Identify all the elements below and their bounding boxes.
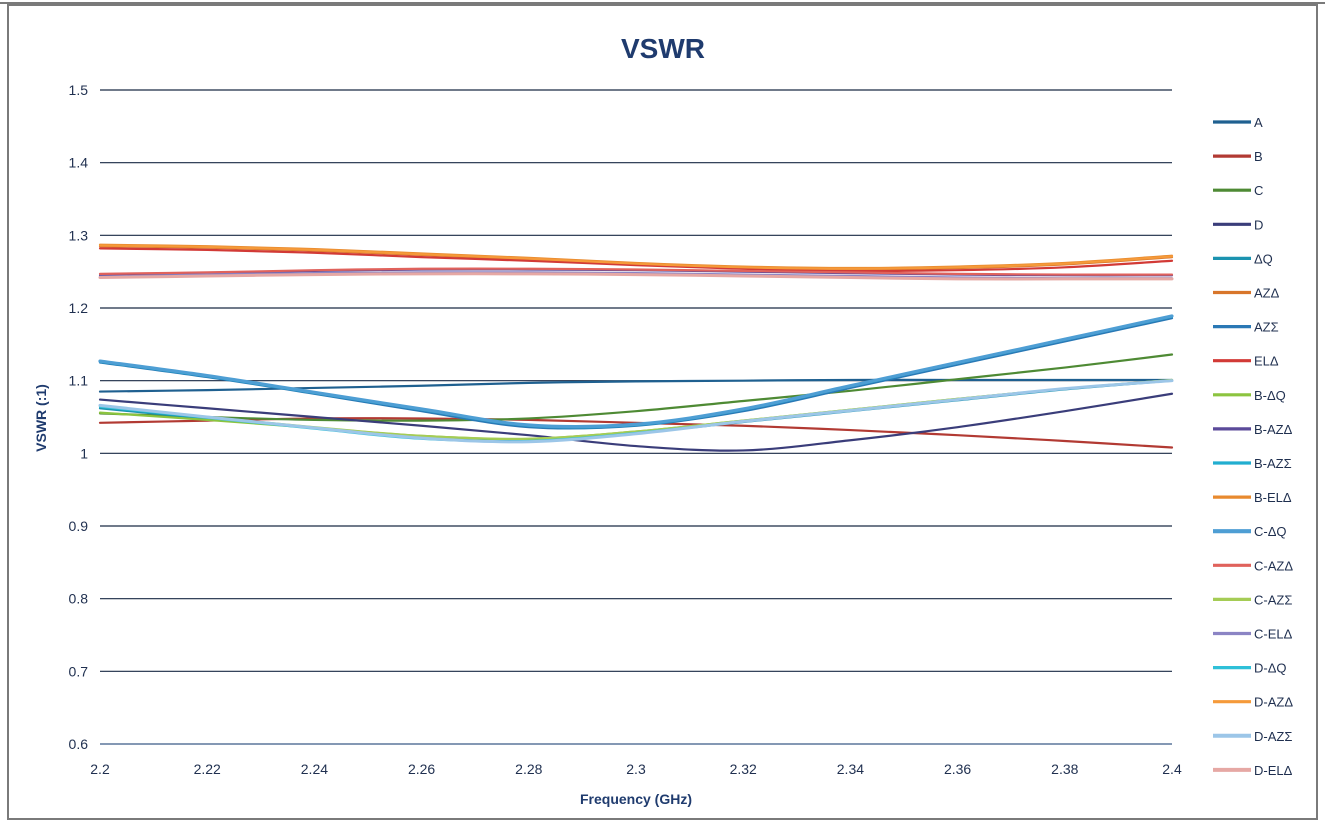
legend-label: D-ELΔ xyxy=(1254,763,1293,778)
legend-label: D xyxy=(1254,217,1263,232)
chart-title: VSWR xyxy=(621,33,705,64)
legend-label: D-AZΔ xyxy=(1254,695,1293,710)
legend-label: D-AZΣ xyxy=(1254,729,1292,744)
top-border-strip xyxy=(0,0,1325,4)
legend-label: AZΔ xyxy=(1254,286,1280,301)
series-lines xyxy=(98,243,1174,452)
series-line xyxy=(98,267,1174,276)
y-tick-label: 1 xyxy=(80,445,88,461)
y-tick-label: 1.5 xyxy=(69,82,89,98)
series-line xyxy=(98,353,1174,422)
y-axis-title: VSWR (:1) xyxy=(33,384,49,452)
series-line xyxy=(98,314,1174,429)
x-tick-label: 2.32 xyxy=(730,761,757,777)
x-axis-title: Frequency (GHz) xyxy=(580,791,692,807)
y-tick-label: 1.1 xyxy=(69,373,89,389)
y-tick-label: 0.7 xyxy=(69,663,89,679)
x-tick-label: 2.4 xyxy=(1162,761,1182,777)
legend-label: B-ELΔ xyxy=(1254,490,1292,505)
y-tick-label: 0.9 xyxy=(69,518,89,534)
series-line xyxy=(98,379,1174,444)
y-tick-label: 0.6 xyxy=(69,736,89,752)
series-line xyxy=(98,244,1174,270)
legend-label: B-AZΔ xyxy=(1254,422,1293,437)
x-tick-labels: 2.2 2.22 2.24 2.26 2.28 2.3 2.32 2.34 2.36 2.38 2.… xyxy=(90,761,1182,777)
series-line xyxy=(98,392,1174,452)
series-line xyxy=(98,272,1174,281)
chart-frame xyxy=(7,4,1318,820)
x-tick-label: 2.22 xyxy=(194,761,221,777)
legend-label: C-ΔQ xyxy=(1254,524,1287,539)
y-tick-label: 1.2 xyxy=(69,300,89,316)
x-tick-label: 2.34 xyxy=(837,761,864,777)
legend-label: B-AZΣ xyxy=(1254,456,1292,471)
x-tick-label: 2.26 xyxy=(408,761,435,777)
legend-label: A xyxy=(1254,115,1263,130)
legend-label: B xyxy=(1254,149,1263,164)
y-tick-label: 1.3 xyxy=(69,227,89,243)
y-tick-label: 1.4 xyxy=(69,155,89,171)
legend-label: D-ΔQ xyxy=(1254,661,1287,676)
legend-label: ELΔ xyxy=(1254,354,1279,369)
legend-label: C-ELΔ xyxy=(1254,627,1293,642)
legend-label: C-AZΣ xyxy=(1254,592,1292,607)
legend: A B C D ΔQ AZΔ AZΣ ELΔ B-ΔQ B-AZΔ B-AZΣ B-ELΔ C-ΔQ C-… xyxy=(1213,115,1293,778)
x-tick-label: 2.36 xyxy=(944,761,971,777)
legend-label: C xyxy=(1254,183,1263,198)
y-tick-label: 0.8 xyxy=(69,591,89,607)
x-tick-label: 2.3 xyxy=(626,761,646,777)
x-tick-label: 2.28 xyxy=(515,761,542,777)
legend-label: AZΣ xyxy=(1254,320,1279,335)
x-tick-label: 2.38 xyxy=(1051,761,1078,777)
x-tick-label: 2.24 xyxy=(301,761,328,777)
y-tick-labels: 0.6 0.7 0.8 0.9 1 1.1 1.2 1.3 1.4 1.5 xyxy=(69,82,89,752)
legend-label: ΔQ xyxy=(1254,251,1273,266)
series-line xyxy=(98,247,1174,273)
gridlines xyxy=(100,89,1172,745)
legend-label: B-ΔQ xyxy=(1254,388,1286,403)
legend-label: C-AZΔ xyxy=(1254,558,1293,573)
x-tick-label: 2.2 xyxy=(90,761,110,777)
